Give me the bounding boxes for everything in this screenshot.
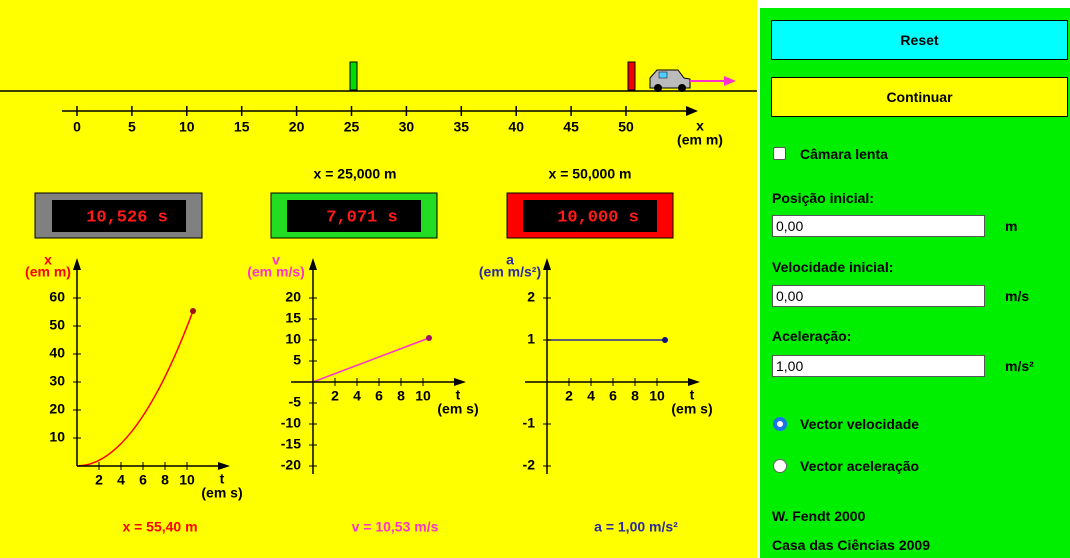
ruler-axis-unit: (em m) [677, 132, 723, 148]
y-tick-label: 30 [49, 373, 65, 389]
acceleration-vector-radio[interactable] [773, 459, 787, 473]
reset-button[interactable]: Reset [771, 20, 1068, 60]
y-tick-label: 10 [49, 429, 65, 445]
continue-button[interactable]: Continuar [771, 77, 1068, 117]
option-label: Vector aceleração [800, 458, 919, 474]
ruler-label: 30 [399, 119, 415, 135]
ruler-label: 15 [234, 119, 250, 135]
readout: v = 10,53 m/s [352, 519, 439, 535]
option-label: Vector velocidade [800, 416, 919, 432]
y-axis-unit: (em m) [25, 264, 71, 280]
y-tick-label: 20 [285, 289, 301, 305]
ruler-label: 50 [618, 119, 634, 135]
ruler-label: 10 [179, 119, 195, 135]
velocity-input[interactable]: 0,00 [772, 285, 985, 307]
y-tick-label: -1 [523, 415, 536, 431]
ruler-label: 35 [454, 119, 470, 135]
field-unit: m/s [1005, 288, 1029, 304]
marker-label: x = 50,000 m [549, 166, 632, 182]
field-unit: m/s² [1005, 358, 1034, 374]
slow-motion-label: Câmara lenta [800, 146, 888, 162]
y-tick-label: 40 [49, 345, 65, 361]
ruler-label: 40 [508, 119, 524, 135]
clock-display: 10,000 s [557, 208, 639, 227]
background [0, 0, 757, 558]
clock-display: 7,071 s [326, 208, 397, 227]
x-tick-label: 6 [139, 472, 147, 488]
x-tick-label: 2 [565, 388, 573, 404]
credit: Casa das Ciências 2009 [772, 537, 930, 553]
readout: x = 55,40 m [122, 519, 197, 535]
y-axis-unit: (em m/s²) [479, 264, 541, 280]
y-tick-label: -15 [281, 436, 301, 452]
marker-label: x = 25,000 m [314, 166, 397, 182]
marker-50 [628, 62, 635, 90]
ruler-label: 45 [563, 119, 579, 135]
slow-motion-checkbox[interactable] [773, 147, 786, 160]
x-tick-label: 8 [161, 472, 169, 488]
x-tick-label: 10 [649, 388, 665, 404]
y-tick-label: 5 [293, 352, 301, 368]
ruler-label: 5 [128, 119, 136, 135]
field-unit: m [1005, 218, 1017, 234]
position-point [190, 308, 196, 314]
y-tick-label: 60 [49, 289, 65, 305]
x-tick-label: 10 [179, 472, 195, 488]
x-tick-label: 6 [609, 388, 617, 404]
y-tick-label: 50 [49, 317, 65, 333]
x-axis-unit: (em s) [437, 401, 478, 417]
x-axis-unit: (em s) [201, 485, 242, 501]
x-tick-label: 10 [415, 388, 431, 404]
x-tick-label: 6 [375, 388, 383, 404]
x-tick-label: 2 [331, 388, 339, 404]
control-panel: Reset Continuar Câmara lenta Posição ini… [760, 8, 1070, 558]
x-tick-label: 4 [117, 472, 125, 488]
x-tick-label: 2 [95, 472, 103, 488]
applet: {"track": {"ruler_labels": ["0", "5", "1… [0, 0, 1070, 558]
field-label: Velocidade inicial: [772, 259, 893, 275]
x-tick-label: 4 [353, 388, 361, 404]
velocity-point [426, 335, 432, 341]
marker-25 [350, 62, 357, 90]
x-tick-label: 8 [397, 388, 405, 404]
ruler-label: 0 [73, 119, 81, 135]
field-label: Posição inicial: [772, 190, 874, 206]
y-tick-label: 10 [285, 331, 301, 347]
y-tick-label: -10 [281, 415, 301, 431]
ruler-label: 25 [344, 119, 360, 135]
y-tick-label: 2 [527, 289, 535, 305]
field-label: Aceleração: [772, 328, 851, 344]
x-tick-label: 8 [631, 388, 639, 404]
clock-display: 10,526 s [86, 208, 168, 227]
velocity-vector-radio[interactable] [773, 417, 787, 431]
y-axis-unit: (em m/s) [247, 264, 305, 280]
x-tick-label: 4 [587, 388, 595, 404]
page: Movimento uniformemente acelerado html, … [0, 0, 1070, 558]
y-tick-label: 1 [527, 331, 535, 347]
ruler-label: 20 [289, 119, 305, 135]
y-tick-label: 20 [49, 401, 65, 417]
y-tick-label: 15 [285, 310, 301, 326]
readout: a = 1,00 m/s² [594, 519, 678, 535]
acceleration-point [662, 337, 668, 343]
credit: W. Fendt 2000 [772, 508, 865, 524]
y-tick-label: -5 [289, 394, 302, 410]
y-tick-label: -2 [523, 457, 536, 473]
x-axis-unit: (em s) [671, 401, 712, 417]
acceleration-input[interactable]: 1,00 [772, 355, 985, 377]
position-input[interactable]: 0,00 [772, 215, 985, 237]
y-tick-label: -20 [281, 457, 301, 473]
